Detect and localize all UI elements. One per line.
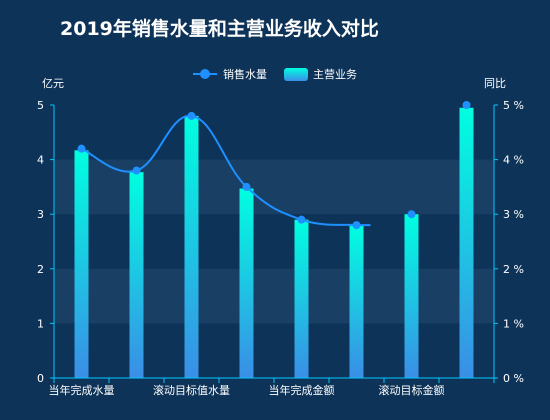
left-tick-label: 5 — [37, 99, 44, 112]
bar[interactable] — [129, 172, 144, 378]
right-tick-label: 5 % — [503, 99, 524, 112]
bar[interactable] — [404, 214, 419, 378]
right-tick-label: 1 % — [503, 317, 524, 330]
bar[interactable] — [184, 115, 199, 379]
bar[interactable] — [239, 188, 254, 378]
grid-bands — [54, 159, 494, 324]
x-tick-label: 滚动目标金额 — [379, 383, 445, 397]
x-tick-label: 滚动目标值水量 — [153, 383, 230, 397]
bar[interactable] — [74, 150, 89, 378]
right-tick-label: 2 % — [503, 263, 524, 276]
line-point[interactable] — [407, 210, 416, 219]
bar[interactable] — [294, 219, 309, 378]
legend-label-sales-volume: 销售水量 — [223, 67, 267, 81]
line-point[interactable] — [352, 221, 361, 230]
legend-dot-marker — [200, 69, 210, 79]
grid-band — [54, 268, 494, 324]
x-tick-label: 当年完成金额 — [269, 383, 335, 397]
left-axis-name: 亿元 — [42, 77, 64, 90]
legend-bar-marker — [284, 68, 308, 81]
x-tick-label: 当年完成水量 — [49, 383, 115, 397]
axes: 0 1 2 3 4 5 0 % 1 % 2 % 3 % 4 % 5 % 当年完成水量 滚动目标值水量 当年完… — [37, 99, 524, 397]
left-tick-label: 3 — [37, 208, 44, 221]
chart-title: 2019年销售水量和主营业务收入对比 — [60, 18, 379, 40]
right-axis-name: 同比 — [484, 77, 506, 90]
right-tick-label: 3 % — [503, 208, 524, 221]
left-tick-label: 1 — [37, 317, 44, 330]
legend-item-sales-volume[interactable]: 销售水量 — [193, 67, 267, 81]
line-point[interactable] — [77, 144, 86, 153]
legend-item-main-business[interactable]: 主营业务 — [284, 67, 357, 81]
left-tick-label: 4 — [37, 154, 44, 167]
left-tick-label: 2 — [37, 263, 44, 276]
bar[interactable] — [459, 107, 474, 378]
line-point[interactable] — [297, 215, 306, 224]
line-point[interactable] — [187, 111, 196, 120]
right-tick-label: 4 % — [503, 154, 524, 167]
grid-band — [54, 159, 494, 215]
bar-series — [74, 107, 474, 379]
left-tick-label: 0 — [37, 372, 44, 385]
legend-label-main-business: 主营业务 — [313, 67, 357, 81]
bar[interactable] — [349, 225, 364, 378]
legend[interactable]: 销售水量 主营业务 — [193, 67, 357, 81]
line-point[interactable] — [242, 182, 251, 191]
line-point[interactable] — [132, 166, 141, 175]
line-point[interactable] — [462, 101, 471, 109]
line-series — [77, 101, 471, 230]
right-tick-label: 0 % — [503, 372, 524, 385]
